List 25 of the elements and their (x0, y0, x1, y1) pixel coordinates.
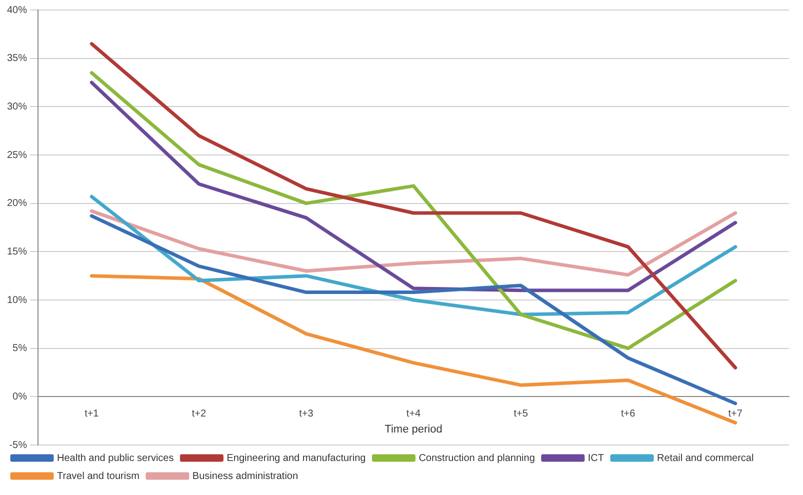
y-tick-label: -5% (9, 440, 28, 451)
x-tick-label: t+5 (514, 408, 528, 420)
y-tick-label: 15% (7, 246, 28, 258)
y-tick-label: 20% (7, 198, 28, 210)
x-tick-label: t+7 (728, 408, 743, 420)
y-tick-label: 35% (7, 53, 28, 64)
y-tick-label: 0% (12, 391, 28, 402)
legend-label: Travel and tourism (57, 470, 140, 482)
legend-label: Construction and planning (418, 452, 535, 464)
legend-label: ICT (588, 452, 604, 464)
y-tick-label: 30% (7, 101, 28, 112)
legend-label: Retail and commercal (657, 452, 754, 464)
y-tick-label: 5% (12, 343, 28, 354)
legend-label: Business administration (192, 470, 298, 482)
x-tick-label: t+2 (192, 408, 206, 420)
x-axis-title: Time period (384, 423, 442, 436)
y-tick-label: 40% (7, 4, 28, 16)
x-tick-label: t+1 (84, 408, 100, 420)
y-tick-label: 10% (7, 294, 28, 306)
legend-label: Engineering and manufacturing (226, 452, 366, 464)
legend-label: Health and public services (57, 452, 174, 464)
y-tick-label: 25% (7, 150, 28, 161)
x-tick-label: t+3 (299, 408, 314, 420)
x-tick-label: t+6 (620, 408, 636, 420)
x-tick-label: t+4 (406, 408, 422, 420)
